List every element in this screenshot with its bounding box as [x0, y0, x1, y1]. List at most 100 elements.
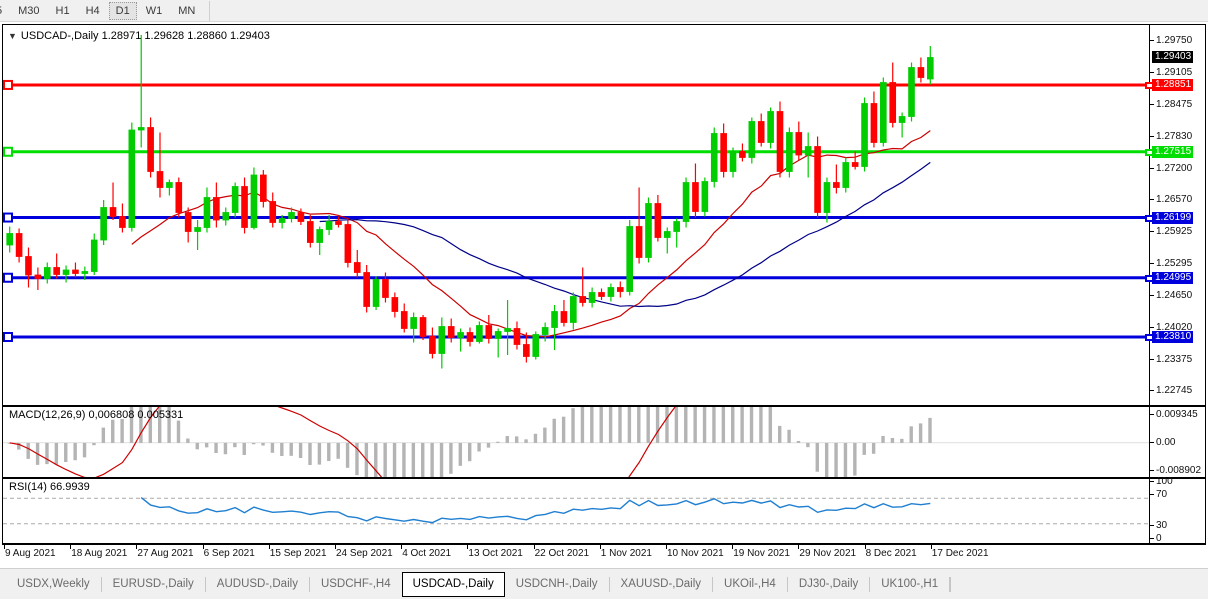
price-pane[interactable]: 1.29750 1.29105 1.28475 1.27830 1.27200 1.265…	[2, 24, 1206, 406]
macd-hist-bar	[834, 442, 838, 477]
date-axis-label: 15 Sep 2021	[269, 548, 327, 559]
price-tick: 1.24650	[1150, 290, 1205, 301]
date-axis-label: 22 Oct 2021	[534, 548, 590, 559]
price-tag-handle[interactable]	[1145, 214, 1154, 222]
rsi-plot-area[interactable]	[3, 479, 1149, 543]
candle-body	[316, 229, 324, 243]
price-tag-handle[interactable]	[1145, 148, 1154, 156]
date-axis-label: 27 Aug 2021	[137, 548, 194, 559]
timeframe-button-mn[interactable]: MN	[178, 4, 196, 17]
macd-hist-bar	[148, 407, 153, 443]
candle-body	[372, 279, 380, 307]
candle-body	[739, 151, 746, 158]
chart-tab-uk100-h1[interactable]: UK100-,H1	[881, 577, 939, 590]
chart-tab-xauusd-daily[interactable]: XAUUSD-,Daily	[620, 577, 702, 590]
timeframe-button-h1[interactable]: H1	[55, 4, 70, 17]
date-tick	[864, 545, 866, 549]
price-tag-green[interactable]: 1.27515	[1152, 145, 1194, 158]
rsi-pane[interactable]: RSI(14) 66.9939 100 70 30 0	[2, 476, 1206, 544]
macd-plot-area[interactable]	[3, 407, 1149, 477]
price-plot-area[interactable]	[3, 25, 1149, 405]
price-level-handle-1[interactable]	[3, 146, 13, 157]
moving-average-slow	[319, 161, 931, 308]
price-tag-last[interactable]: 1.29403	[1152, 51, 1194, 64]
chart-tab-ukoil-h4[interactable]: UKOil-,H4	[724, 577, 776, 590]
price-level-handle-0[interactable]	[3, 79, 13, 90]
macd-pane[interactable]: MACD(12,26,9) 0,006808 0.005331 0.009345…	[2, 406, 1206, 478]
macd-hist-bar	[120, 419, 124, 443]
timeframe-button-d1[interactable]: D1	[108, 1, 137, 20]
tick-dash-icon	[1150, 40, 1154, 41]
price-axis[interactable]: 1.29750 1.29105 1.28475 1.27830 1.27200 1.265…	[1145, 25, 1205, 405]
macd-hist-bar	[176, 420, 181, 443]
macd-hist-bar	[101, 427, 106, 443]
candle-body	[137, 127, 145, 131]
timeframe-button-w1[interactable]: W1	[145, 4, 163, 17]
macd-tick: -0.008902	[1150, 465, 1205, 476]
price-tag-handle[interactable]	[1145, 81, 1154, 89]
macd-hist-bar	[571, 408, 575, 443]
candle-body	[382, 279, 389, 298]
price-tag-blue[interactable]: 1.24995	[1152, 271, 1194, 284]
macd-hist-bar	[665, 407, 669, 443]
date-axis-label: 9 Aug 2021	[5, 548, 56, 559]
price-level-handle-3[interactable]	[3, 272, 13, 283]
macd-hist-bar	[214, 442, 218, 454]
macd-hist-bar	[270, 442, 275, 453]
candle-body	[880, 82, 887, 143]
price-tick: 1.23375	[1150, 354, 1205, 365]
macd-hist-bar	[439, 442, 444, 477]
rsi-tick-label: 0	[1156, 532, 1162, 544]
macd-hist-bar	[477, 442, 481, 452]
macd-hist-bar	[655, 407, 660, 443]
macd-hist-bar	[158, 407, 162, 443]
date-tick	[401, 545, 403, 549]
chart-collapse-icon[interactable]: ▼	[8, 31, 17, 41]
tab-divider	[950, 576, 952, 592]
date-axis-label: 13 Oct 2021	[468, 548, 523, 559]
candle-body	[391, 297, 399, 312]
timeframe-button-5[interactable]: 5	[0, 2, 9, 20]
date-axis[interactable]: 9 Aug 2021 18 Aug 2021 27 Aug 2021 6 Sep 20…	[2, 544, 1206, 566]
candlestick-svg	[3, 35, 1149, 369]
price-tag-blue[interactable]: 1.26199	[1152, 211, 1194, 224]
chart-tab-usdcad-daily[interactable]: USDCAD-,Daily	[401, 571, 505, 597]
price-tag-handle[interactable]	[1145, 334, 1154, 341]
macd-hist-bar	[702, 407, 707, 443]
macd-hist-bar	[54, 442, 59, 465]
macd-hist-bar	[64, 442, 68, 462]
macd-hist-bar	[693, 407, 697, 443]
candle-body	[767, 111, 774, 143]
candle-body	[241, 186, 248, 228]
macd-hist-bar	[608, 407, 613, 443]
chart-tab-eurusd-daily[interactable]: EURUSD-,Daily	[112, 577, 194, 590]
price-tick: 1.27830	[1150, 131, 1205, 142]
date-tick	[335, 545, 336, 549]
price-tick-label: 1.25925	[1156, 226, 1193, 238]
candle-body	[344, 224, 352, 263]
macd-hist-bar	[289, 442, 293, 456]
macd-hist-bar	[590, 407, 594, 443]
macd-hist-bar	[646, 407, 650, 443]
chart-frame: 1.29750 1.29105 1.28475 1.27830 1.27200 1.265…	[2, 24, 1206, 544]
chart-tab-usdx-weekly[interactable]: USDX,Weekly	[17, 577, 90, 590]
price-level-handle-2[interactable]	[3, 212, 13, 223]
timeframe-button-m30[interactable]: M30	[18, 4, 40, 17]
macd-hist-bar	[543, 427, 547, 443]
rsi-line	[140, 497, 931, 524]
chart-tab-usdcnh-daily[interactable]: USDCNH-,Daily	[515, 577, 598, 590]
price-tag-red[interactable]: 1.28851	[1152, 78, 1194, 91]
price-tag-handle[interactable]	[1145, 274, 1154, 282]
date-axis-label: 6 Sep 2021	[203, 548, 255, 559]
chart-tab-dj30-daily[interactable]: DJ30-,Daily	[798, 577, 859, 590]
price-level-handle-4[interactable]	[3, 332, 13, 342]
candle-body	[532, 334, 540, 357]
chart-tab-usdchf-h4[interactable]: USDCHF-,H4	[320, 577, 391, 590]
tick-dash-icon	[1150, 390, 1154, 392]
price-tag-blue[interactable]: 1.23810	[1152, 331, 1194, 343]
timeframe-button-h4[interactable]: H4	[85, 4, 100, 17]
chart-tab-audusd-daily[interactable]: AUDUSD-,Daily	[216, 577, 298, 590]
macd-hist-bar	[514, 436, 519, 443]
macd-hist-bar	[327, 442, 331, 461]
